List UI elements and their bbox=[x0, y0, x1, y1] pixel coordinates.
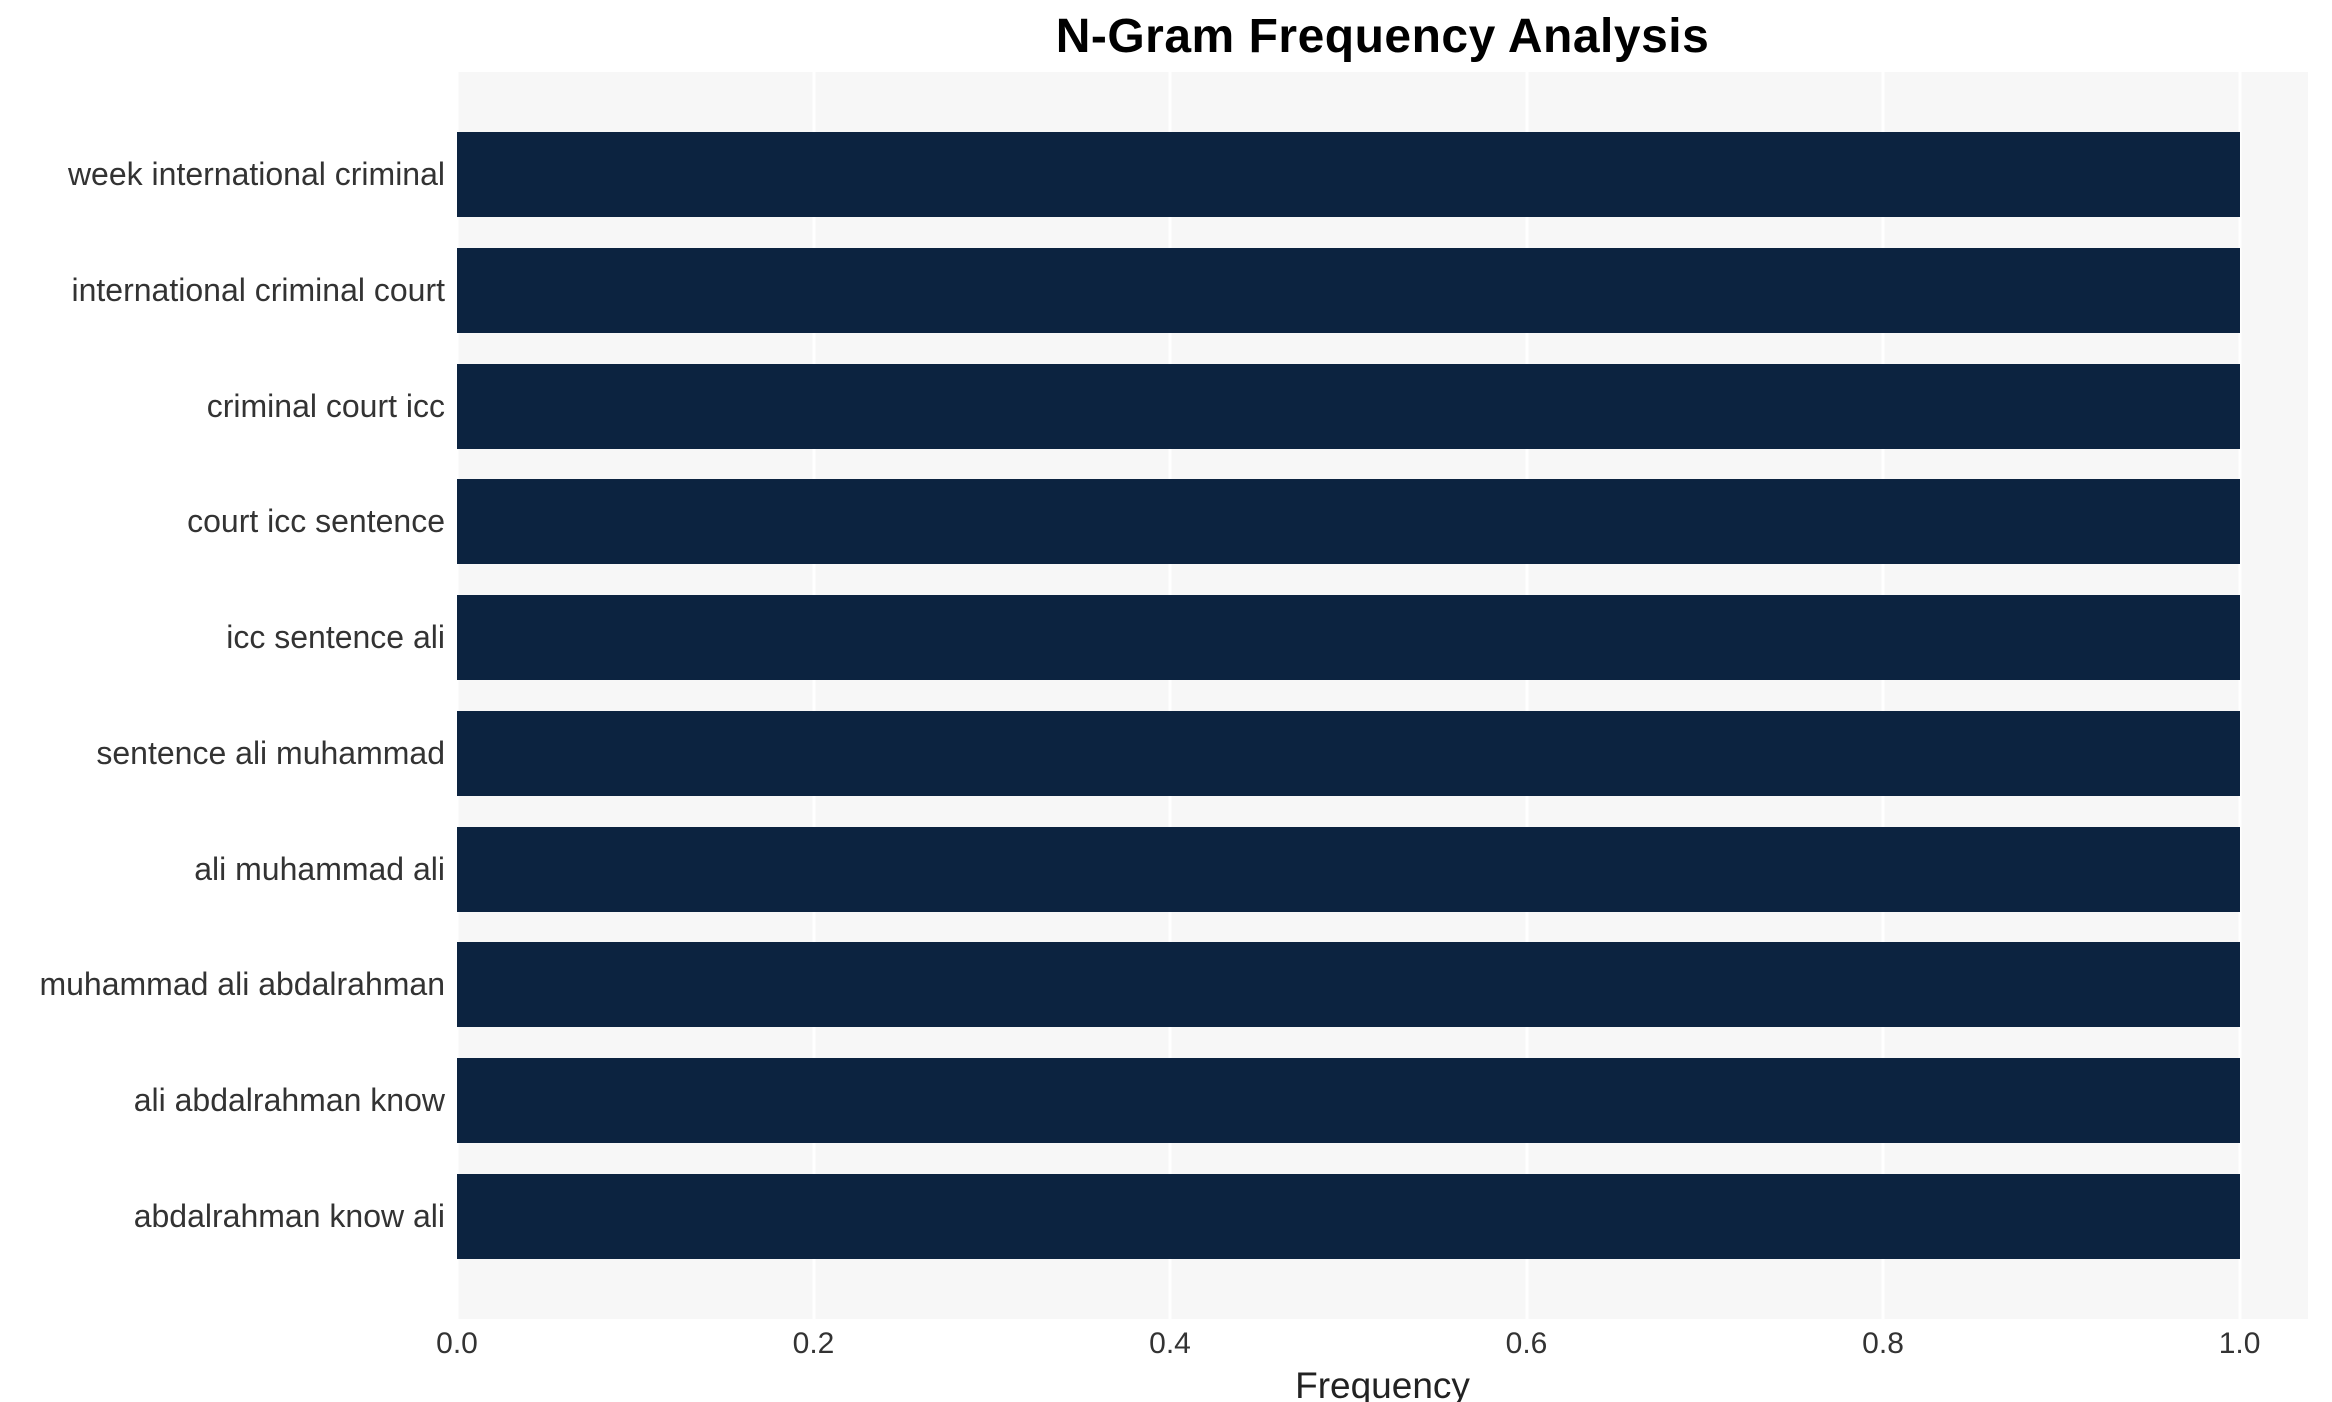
y-axis-label: muhammad ali abdalrahman bbox=[39, 966, 445, 1003]
y-axis-label: sentence ali muhammad bbox=[96, 734, 445, 771]
x-tick-label: 0.4 bbox=[1149, 1327, 1191, 1360]
bar bbox=[457, 1058, 2240, 1144]
title-row: N-Gram Frequency Analysis bbox=[0, 0, 2332, 72]
gridline bbox=[1881, 72, 1885, 1319]
x-axis-row: 0.0 0.2 0.4 0.6 0.8 1.0 bbox=[0, 1319, 2332, 1365]
bar bbox=[457, 479, 2240, 565]
chart-title: N-Gram Frequency Analysis bbox=[1055, 9, 1710, 63]
bar-row bbox=[457, 363, 2308, 449]
gridline bbox=[1525, 72, 1529, 1319]
x-tick-label: 0.2 bbox=[792, 1327, 835, 1360]
x-axis-title: Frequency bbox=[1295, 1365, 1470, 1402]
chart-area: week international criminal international… bbox=[0, 72, 2332, 1319]
bar-row bbox=[457, 826, 2308, 912]
y-axis-label: icc sentence ali bbox=[226, 619, 445, 656]
bar bbox=[457, 595, 2240, 681]
bar-row bbox=[457, 479, 2308, 565]
bar bbox=[457, 247, 2240, 333]
y-axis-labels: week international criminal international… bbox=[0, 72, 457, 1319]
x-title-row: Frequency bbox=[0, 1365, 2332, 1402]
y-axis-label: abdalrahman know ali bbox=[133, 1197, 445, 1234]
bar-row bbox=[457, 595, 2308, 681]
bar-row bbox=[457, 247, 2308, 333]
y-axis-label: ali abdalrahman know bbox=[133, 1082, 445, 1119]
y-axis-label: international criminal court bbox=[71, 271, 446, 308]
bar-row bbox=[457, 132, 2308, 217]
x-tick-label: 0.8 bbox=[1862, 1327, 1904, 1360]
plot-area bbox=[455, 72, 2308, 1319]
y-axis-label: ali muhammad ali bbox=[194, 850, 445, 887]
gridline bbox=[455, 72, 459, 1319]
x-tick-label: 0.0 bbox=[436, 1327, 478, 1360]
bar-rows bbox=[457, 72, 2308, 1319]
bar bbox=[457, 363, 2240, 449]
bar bbox=[457, 1173, 2240, 1259]
x-tick-label: 1.0 bbox=[2218, 1327, 2261, 1360]
bar bbox=[457, 826, 2240, 912]
bar bbox=[457, 942, 2240, 1028]
bar-row bbox=[457, 1173, 2308, 1259]
bar bbox=[457, 710, 2240, 796]
gridline bbox=[1168, 72, 1172, 1319]
y-axis-label: criminal court icc bbox=[206, 387, 445, 424]
gridline bbox=[2238, 72, 2242, 1319]
bar-row bbox=[457, 1058, 2308, 1144]
x-tick-label: 0.6 bbox=[1505, 1327, 1548, 1360]
x-axis: 0.0 0.2 0.4 0.6 0.8 1.0 bbox=[436, 1319, 2308, 1365]
y-axis-label: week international criminal bbox=[67, 156, 445, 192]
bar bbox=[457, 132, 2240, 217]
gridline bbox=[812, 72, 815, 1319]
bar-row bbox=[457, 942, 2308, 1028]
bar-row bbox=[457, 710, 2308, 796]
y-axis-label: court icc sentence bbox=[187, 503, 445, 540]
